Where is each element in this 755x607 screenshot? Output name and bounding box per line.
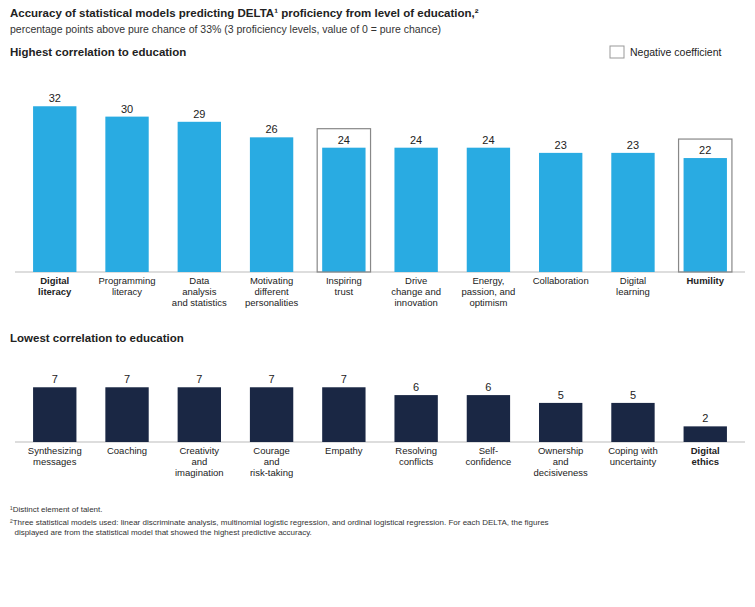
category-label: Empathy: [325, 445, 363, 456]
data-label: 24: [410, 134, 422, 146]
category-label: Creativityandimagination: [175, 445, 224, 478]
labels: 7 Synthesizingmessages 7 Coaching 7 Creativit…: [28, 373, 720, 478]
bar: [33, 106, 76, 272]
labels: 32 Digitalliteracy 30 Programmingliteracy 29…: [38, 92, 732, 308]
bar: [539, 153, 582, 272]
legend-swatch: [610, 46, 624, 58]
legend-entry: Negative coefficient: [630, 46, 722, 58]
category-label: Coaching: [107, 445, 147, 456]
bar: [684, 426, 727, 442]
bar: [250, 387, 293, 442]
data-label: 5: [558, 389, 564, 401]
bar: [322, 148, 365, 272]
bar: [611, 403, 654, 442]
data-label: 24: [482, 134, 494, 146]
data-label: 7: [341, 373, 347, 385]
data-label: 32: [49, 92, 61, 104]
bar: [105, 117, 148, 272]
bar: [105, 387, 148, 442]
bar: [394, 395, 437, 442]
data-label: 22: [699, 144, 711, 156]
bar: [322, 387, 365, 442]
category-label: Courageandrisk-taking: [250, 445, 293, 478]
data-label: 26: [265, 123, 277, 135]
data-label: 24: [338, 134, 350, 146]
category-label: Coping withuncertainty: [608, 445, 658, 467]
data-label: 7: [124, 373, 130, 385]
category-label: Drivechange andinnovation: [391, 275, 441, 308]
data-label: 23: [627, 139, 639, 151]
data-label: 23: [555, 139, 567, 151]
category-label: Ownershipanddecisiveness: [533, 445, 588, 478]
category-label: Programmingliteracy: [99, 275, 156, 297]
subtitle: percentage points above pure chance of 3…: [10, 23, 441, 35]
title: Accuracy of statistical models predictin…: [10, 7, 479, 19]
category-label: Self-confidence: [465, 445, 511, 467]
bar: [33, 387, 76, 442]
bar: [684, 158, 727, 272]
footnote: ²Three statistical models used: linear d…: [10, 518, 549, 537]
chart-1: Lowest correlation to education 7 Synthesi…: [10, 332, 745, 478]
category-label: Motivatingdifferentpersonalities: [245, 275, 299, 308]
chart-0: Highest correlation to education 32 Digita…: [10, 46, 745, 308]
category-label: Collaboration: [533, 275, 589, 286]
chart-root: Accuracy of statistical models predictin…: [0, 0, 755, 607]
bars: [33, 106, 727, 272]
data-label: 5: [630, 389, 636, 401]
legend: Negative coefficient: [610, 46, 722, 58]
data-label: 6: [485, 381, 491, 393]
bar: [178, 122, 221, 272]
category-label: Humility: [687, 275, 725, 286]
data-label: 29: [193, 108, 205, 120]
data-label: 7: [196, 373, 202, 385]
data-label: 6: [413, 381, 419, 393]
data-label: 2: [702, 412, 708, 424]
data-label: 7: [52, 373, 58, 385]
data-label: 7: [269, 373, 275, 385]
bar: [250, 137, 293, 272]
outline-box: [679, 139, 732, 272]
category-label: Synthesizingmessages: [28, 445, 82, 467]
data-label: 30: [121, 103, 133, 115]
bar: [467, 148, 510, 272]
category-label: Digitalethics: [691, 445, 720, 467]
section-title: Highest correlation to education: [10, 46, 186, 58]
outline-box: [317, 129, 370, 272]
bar: [539, 403, 582, 442]
category-label: Dataanalysisand statistics: [172, 275, 227, 308]
bar: [394, 148, 437, 272]
category-label: Energy,passion, andoptimism: [461, 275, 515, 308]
bar: [611, 153, 654, 272]
bar: [178, 387, 221, 442]
category-label: Digitallearning: [616, 275, 650, 297]
category-label: Digitalliteracy: [38, 275, 72, 297]
footnote: ¹Distinct element of talent.: [10, 505, 102, 514]
bars: [33, 387, 727, 442]
category-label: Resolvingconflicts: [395, 445, 437, 467]
background: [0, 0, 755, 607]
category-label: Inspiringtrust: [326, 275, 362, 297]
section-title: Lowest correlation to education: [10, 332, 184, 344]
bar: [467, 395, 510, 442]
